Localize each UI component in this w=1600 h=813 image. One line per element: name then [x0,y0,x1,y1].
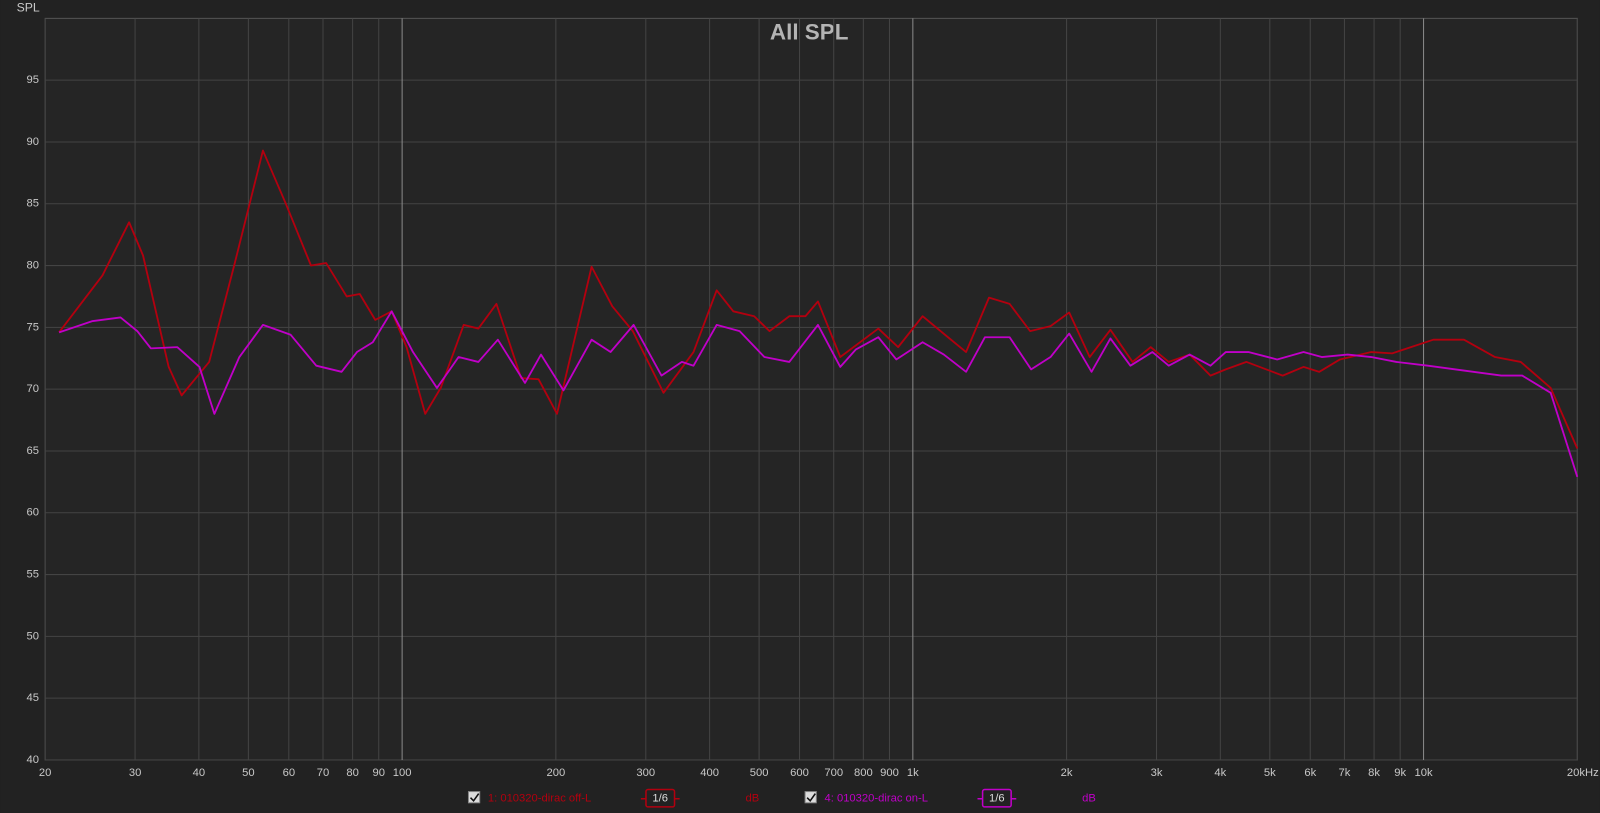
y-tick-label: 50 [27,630,39,642]
y-tick-label: 40 [27,754,39,766]
x-tick-label: 10k [1415,767,1433,779]
y-tick-label: 80 [27,260,39,272]
legend-smoothing: 1/6 [652,793,668,805]
x-tick-label: 600 [790,767,809,779]
x-tick-label: 300 [636,767,655,779]
legend-label: 4: 010320-dirac on-L [824,793,928,805]
legend-item[interactable]: 1: 010320-dirac off-L 1/6 dB [467,788,759,808]
x-tick-label: 6k [1304,767,1316,779]
legend-unit: dB [745,793,759,805]
y-tick-label: 70 [27,383,39,395]
x-tick-label: 700 [824,767,843,779]
y-tick-label: 45 [27,692,39,704]
x-tick-label: 60 [283,767,295,779]
legend-smoothing-box [645,788,676,808]
x-tick-label: 900 [880,767,899,779]
series-line [58,149,1579,449]
legend-smoothing-box [981,788,1012,808]
x-tick-label: 2k [1061,767,1073,779]
legend-label: 1: 010320-dirac off-L [488,793,591,805]
x-tick-label: 1k [907,767,919,779]
legend-checkbox [467,791,481,804]
y-tick-label: 90 [27,136,39,148]
x-tick-label: 20kHz [1567,767,1599,779]
y-tick-label: 85 [27,198,39,210]
y-axis-label: SPL [17,0,40,14]
x-tick-label: 200 [547,767,566,779]
x-tick-label: 800 [854,767,873,779]
legend-check [469,793,480,802]
legend-check [806,793,816,802]
x-tick-label: 40 [193,767,205,779]
chart-title: All SPL [770,20,849,45]
x-tick-label: 8k [1368,767,1380,779]
x-tick-label: 500 [750,767,769,779]
legend-item[interactable]: 4: 010320-dirac on-L 1/6 dB [804,788,1096,808]
x-tick-label: 70 [317,767,329,779]
x-tick-label: 30 [129,767,141,779]
x-tick-label: 3k [1151,767,1163,779]
x-tick-label: 100 [393,767,412,779]
legend-smoothing: 1/6 [989,793,1005,805]
y-tick-label: 60 [27,507,39,519]
legend-unit: dB [1082,793,1096,805]
y-tick-label: 55 [27,569,39,581]
y-tick-label: 75 [27,321,39,333]
y-tick-label: 65 [27,445,39,457]
y-tick-label: 95 [27,74,39,86]
x-tick-label: 9k [1394,767,1406,779]
x-tick-label: 5k [1264,767,1276,779]
x-tick-label: 7k [1339,767,1351,779]
series-line [58,310,1579,478]
x-tick-label: 400 [700,767,719,779]
x-tick-label: 20 [39,767,51,779]
legend-checkbox [804,791,817,804]
x-tick-label: 50 [242,767,254,779]
x-tick-label: 4k [1214,767,1226,779]
x-tick-label: 90 [373,767,385,779]
x-tick-label: 80 [346,767,358,779]
